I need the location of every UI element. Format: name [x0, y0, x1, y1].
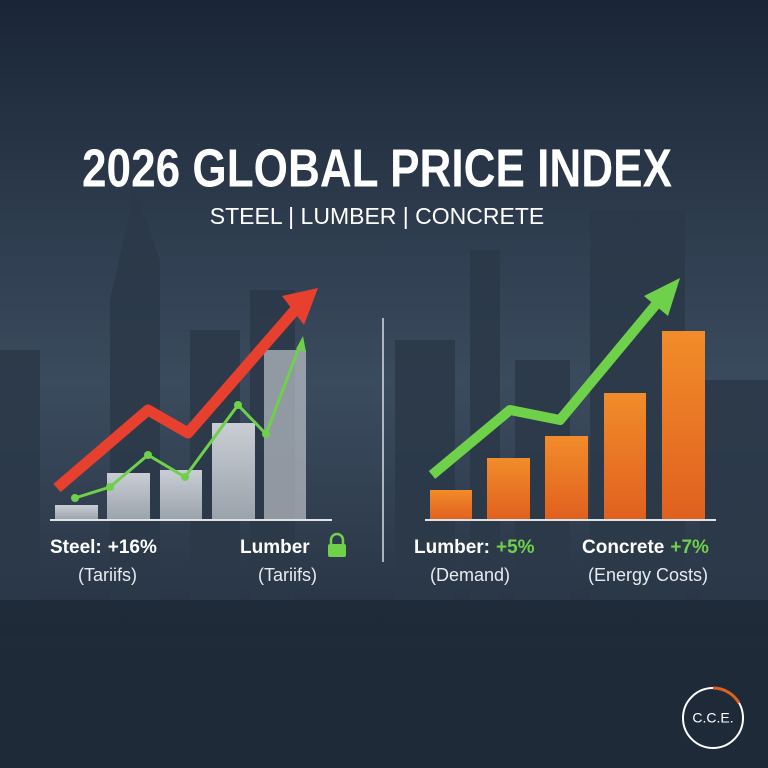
points [71, 401, 270, 502]
left-chart [50, 288, 332, 521]
label-change: +5% [496, 537, 535, 558]
bar [264, 350, 306, 520]
trend-arrow [53, 306, 300, 493]
bar [604, 393, 646, 520]
note: (Tariifs) [258, 565, 317, 585]
right-chart [425, 278, 716, 521]
skyline [0, 190, 768, 768]
title: 2026 GLOBAL PRICE INDEX [82, 138, 672, 198]
label-change: +16% [108, 537, 157, 558]
arrow-head [282, 288, 318, 325]
label-change: +7% [670, 537, 709, 558]
label-name: Lumber: [414, 537, 490, 558]
bar [55, 505, 98, 520]
note: (Tariifs) [78, 565, 137, 585]
label-name: Lumber [240, 537, 310, 558]
logo-text: C.C.E. [692, 710, 733, 726]
lock-icon [328, 532, 346, 557]
note: (Demand) [430, 565, 510, 585]
bar [160, 470, 202, 520]
bar [545, 436, 588, 520]
label: Steel: +16% [50, 537, 157, 558]
logo: C.C.E. [682, 686, 744, 749]
trend-arrow [428, 298, 662, 479]
bar [487, 458, 530, 520]
label: Concrete +7% [582, 537, 709, 558]
bar [662, 331, 705, 520]
bar [430, 490, 472, 520]
arrow-head [644, 278, 680, 316]
bar [107, 473, 150, 520]
label-name: Concrete [582, 537, 664, 558]
subtitle: STEEL | LUMBER | CONCRETE [210, 203, 544, 229]
label-name: Steel: [50, 537, 102, 558]
note: (Energy Costs) [588, 565, 708, 585]
bar [212, 423, 255, 520]
arrow-head [296, 336, 306, 352]
label: Lumber: +5% [414, 537, 535, 558]
